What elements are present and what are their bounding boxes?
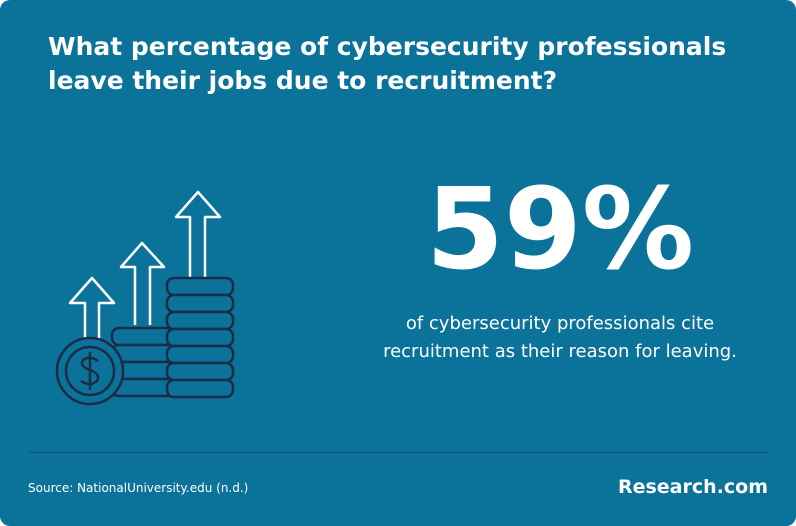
arrows [68, 190, 222, 340]
title: What percentage of cybersecurity profess… [48, 32, 727, 95]
brand: Research.com [617, 476, 768, 498]
source: Source: NationalUniversity.edu (n.d.) [28, 481, 249, 495]
coin-stacks [55, 276, 235, 406]
description-line: of cybersecurity professionals cite [405, 313, 715, 334]
description-line: recruitment as their reason for leaving. [383, 341, 737, 362]
divider [28, 452, 768, 453]
stat-value: 59% [425, 165, 695, 295]
stat-description: of cybersecurity professionals cite recr… [330, 310, 790, 366]
coins-icon [55, 190, 235, 406]
